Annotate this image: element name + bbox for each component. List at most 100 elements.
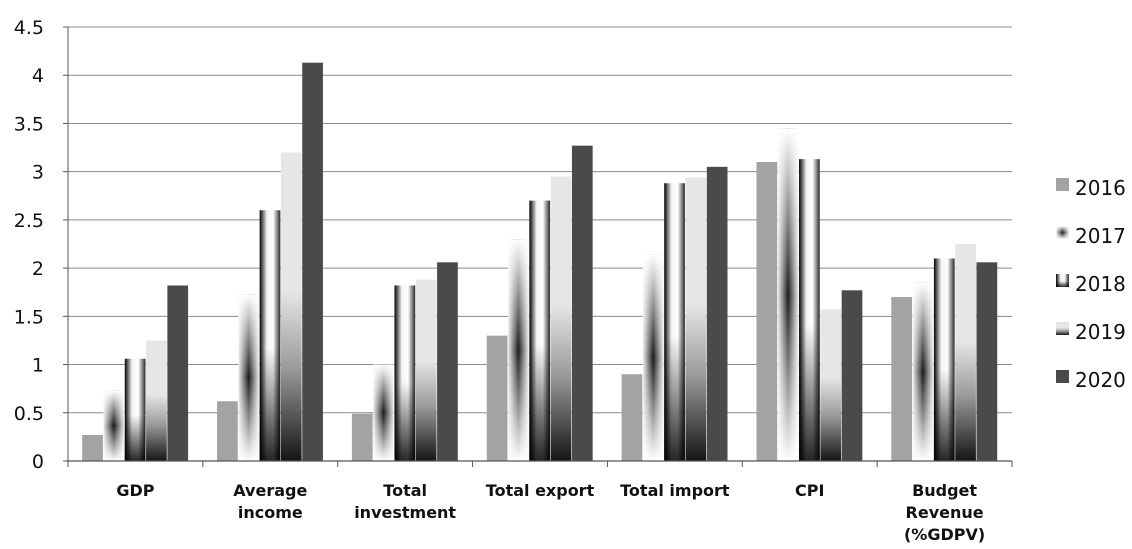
bar-fill	[550, 176, 572, 461]
legend-item-2017: 2017	[1056, 224, 1126, 248]
bar-2017-4	[642, 254, 664, 461]
bar-2018-0	[124, 358, 146, 461]
bar-fill	[756, 162, 778, 461]
x-category-label: Total import	[620, 481, 730, 500]
bar-overlay	[508, 239, 529, 461]
bar-2020-2	[437, 262, 458, 461]
bar-2016-1	[217, 401, 238, 461]
legend-item-2016: 2016	[1056, 176, 1126, 200]
bar-fill	[955, 244, 976, 461]
bar-overlay	[394, 285, 416, 461]
bar-overlay	[529, 200, 551, 461]
legend-swatch	[1056, 178, 1069, 191]
legend-label: 2020	[1075, 368, 1126, 392]
legend-swatch	[1056, 370, 1069, 383]
bar-overlay	[664, 183, 685, 462]
bar-overlay	[259, 210, 281, 461]
bar-2018-1	[259, 210, 281, 461]
y-axis: 0 0.5 1 1.5 2 2.5 3 3.5 4 4.5	[14, 17, 69, 473]
x-category-label: Budget	[912, 481, 977, 500]
bar-2016-2	[351, 413, 373, 461]
bar-overlay	[124, 358, 146, 461]
bar-fill	[82, 434, 103, 461]
bar-2019-0	[146, 340, 167, 461]
bar-overlay	[912, 282, 934, 461]
y-tick-label: 4	[32, 65, 44, 87]
y-tick-label: 0	[32, 451, 44, 473]
bar-2017-3	[508, 239, 529, 461]
legend-item-2018: 2018	[1056, 272, 1126, 296]
bar-fill	[976, 262, 998, 461]
x-category-label: (%GDPV)	[904, 525, 985, 544]
x-category-label: investment	[354, 503, 456, 522]
bar-fill	[841, 290, 863, 461]
bar-2020-4	[706, 166, 728, 461]
bar-fill	[217, 401, 238, 461]
bar-overlay	[373, 364, 394, 461]
y-tick-label: 2	[32, 258, 44, 280]
x-axis: GDP Average income Total investment Total exp…	[67, 460, 1013, 544]
bar-fill	[437, 262, 458, 461]
bar-fill	[415, 279, 437, 461]
x-category-label: Total export	[486, 481, 595, 500]
y-tick-label: 4.5	[14, 17, 44, 39]
y-tick-label: 0.5	[14, 403, 44, 425]
bar-fill	[685, 177, 707, 461]
bar-2016-6	[891, 297, 913, 461]
y-tick-label: 2.5	[14, 210, 44, 232]
bar-fill	[146, 340, 167, 461]
x-category-label: GDP	[116, 481, 154, 500]
bar-fill	[571, 145, 593, 462]
bar-fill	[820, 309, 842, 461]
bar-overlay	[1056, 274, 1069, 287]
legend-swatch	[1056, 274, 1069, 287]
bar-fill	[302, 62, 323, 461]
x-category-label: CPI	[795, 481, 824, 500]
bar-2016-3	[486, 335, 508, 461]
bar-2020-1	[302, 62, 323, 461]
bar-2019-5	[820, 309, 842, 461]
bar-2016-5	[756, 162, 778, 461]
bar-2018-4	[664, 183, 685, 462]
bar-2019-4	[685, 177, 707, 461]
bar-2018-3	[529, 200, 551, 461]
bar-overlay	[103, 390, 125, 461]
bar-fill	[167, 285, 189, 461]
bar-overlay	[642, 254, 664, 461]
legend-label: 2019	[1075, 320, 1126, 344]
bar-2019-2	[415, 279, 437, 461]
legend-swatch	[1056, 226, 1069, 239]
y-tick-label: 3	[32, 162, 44, 184]
y-tick-label: 1.5	[14, 306, 44, 328]
bar-fill	[486, 335, 508, 461]
bar-overlay	[933, 258, 955, 461]
legend-swatch	[1056, 322, 1069, 335]
bar-overlay	[777, 128, 799, 461]
bar-fill	[1056, 178, 1069, 191]
legend-label: 2018	[1075, 272, 1126, 296]
bars	[82, 62, 998, 462]
bar-2017-5	[777, 128, 799, 461]
bar-2020-0	[167, 285, 189, 461]
bar-2020-6	[976, 262, 998, 461]
legend-label: 2016	[1075, 176, 1126, 200]
bar-overlay	[1056, 226, 1069, 239]
bar-fill	[1056, 370, 1069, 383]
bar-2020-5	[841, 290, 863, 461]
bar-2016-0	[82, 434, 103, 461]
bar-2020-3	[571, 145, 593, 462]
bar-2019-1	[280, 152, 302, 461]
bar-2017-2	[373, 364, 394, 461]
legend-label: 2017	[1075, 224, 1126, 248]
legend-item-2020: 2020	[1056, 368, 1126, 392]
bar-2018-5	[799, 159, 820, 461]
legend-item-2019: 2019	[1056, 320, 1126, 344]
bar-fill	[706, 166, 728, 461]
bar-2017-6	[912, 282, 934, 461]
bar-overlay	[799, 159, 820, 461]
bar-fill	[280, 152, 302, 461]
bar-2016-4	[621, 374, 643, 461]
bar-overlay	[238, 294, 260, 461]
bar-fill	[351, 413, 373, 461]
